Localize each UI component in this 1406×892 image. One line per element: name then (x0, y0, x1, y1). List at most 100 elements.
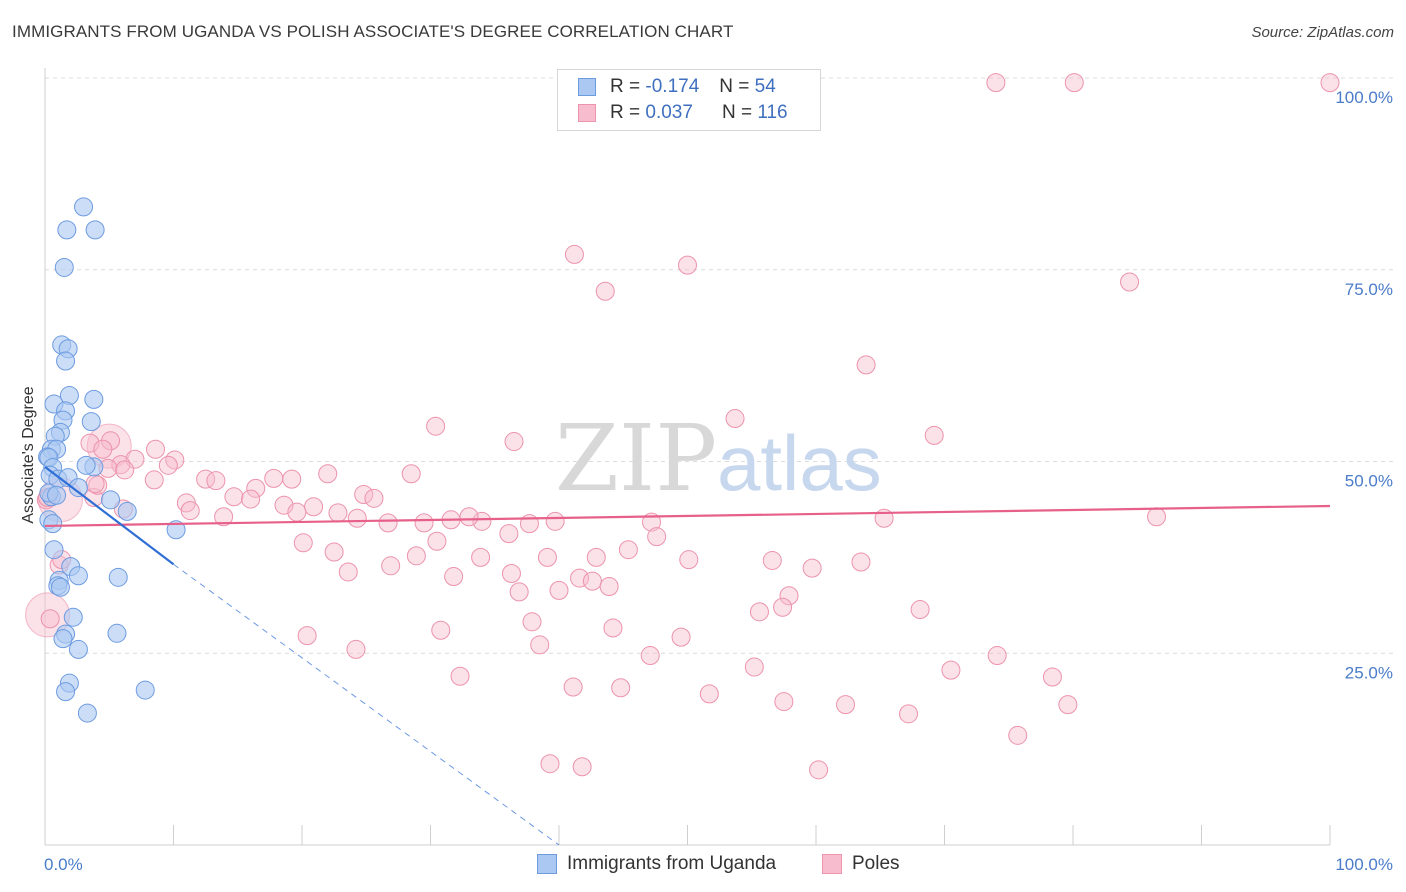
poles-points (25, 73, 1340, 780)
poles-point (678, 255, 697, 275)
poles-point (987, 646, 1007, 666)
legend-row-uganda: R = -0.174 N = 54 (578, 75, 776, 99)
poles-point (809, 760, 829, 780)
uganda-point (135, 680, 155, 700)
poles-point (647, 527, 667, 547)
poles-point (297, 626, 317, 646)
bottom-legend-swatch-uganda (537, 854, 557, 874)
poles-point (346, 639, 366, 659)
poles-point (328, 503, 348, 523)
y-tick-label: 50.0% (1345, 472, 1393, 491)
poles-point (986, 73, 1006, 93)
uganda-point (68, 639, 88, 659)
trend-lines (44, 465, 1331, 846)
poles-point (1320, 73, 1340, 93)
poles-point (241, 489, 261, 509)
poles-point (572, 757, 592, 777)
uganda-point (53, 629, 73, 649)
legend-n-value: 116 (757, 102, 788, 123)
poles-point (304, 497, 324, 517)
poles-point (158, 455, 178, 475)
poles-point (499, 524, 519, 544)
poles-point (941, 660, 961, 680)
y-tick-label: 100.0% (1335, 88, 1393, 107)
poles-point (899, 704, 919, 724)
uganda-point (107, 623, 127, 643)
poles-point (537, 547, 557, 567)
uganda-point (63, 607, 83, 627)
y-tick-label: 25.0% (1345, 663, 1393, 682)
uganda-point (56, 351, 76, 371)
poles-point (111, 455, 131, 475)
uganda-point (117, 501, 137, 521)
poles-point (264, 468, 284, 488)
poles-point (115, 460, 135, 480)
poles-point (354, 484, 374, 504)
poles-point (586, 547, 606, 567)
poles-point (406, 546, 426, 566)
poles-point (338, 562, 358, 582)
poles-point (324, 542, 344, 562)
poles-point (611, 678, 631, 698)
poles-point (246, 478, 266, 498)
uganda-point (43, 514, 63, 534)
poles-point (378, 513, 398, 533)
poles-point (504, 432, 524, 452)
uganda-trend-extension (173, 563, 560, 846)
poles-point (640, 646, 660, 666)
poles-point (762, 550, 782, 570)
poles-point (206, 471, 226, 491)
poles-point (224, 487, 244, 507)
bottom-legend-poles: Poles (822, 852, 900, 876)
poles-point (1042, 667, 1062, 687)
poles-point (40, 609, 60, 629)
uganda-point (77, 703, 97, 723)
legend-swatch-uganda (578, 78, 596, 96)
poles-point (427, 531, 447, 551)
poles-point (851, 552, 871, 572)
poles-point (214, 507, 234, 527)
poles-point (1058, 695, 1078, 715)
watermark-atlas: atlas (717, 419, 882, 507)
uganda-trend-line (44, 465, 175, 566)
uganda-point (44, 540, 64, 560)
poles-point (196, 469, 216, 489)
legend-r-label: R = (610, 76, 641, 97)
uganda-point (85, 220, 105, 240)
legend: R = -0.174 N = 54 R = 0.037 N = 116 (557, 69, 821, 131)
poles-point (603, 618, 623, 638)
legend-n-label: N = (721, 102, 753, 123)
poles-point (530, 635, 550, 655)
poles-point (509, 582, 529, 602)
poles-point (564, 244, 584, 264)
uganda-point (84, 389, 104, 409)
poles-point (364, 488, 384, 508)
watermark-zip: ZIP (555, 405, 717, 512)
uganda-point (57, 220, 77, 240)
poles-point (459, 507, 479, 527)
bottom-legend-label-uganda: Immigrants from Uganda (567, 853, 777, 874)
poles-point (856, 355, 876, 375)
y-axis-label: Associate's Degree (20, 386, 37, 523)
uganda-point (76, 455, 96, 475)
x-tick-label: 100.0% (1335, 855, 1393, 874)
poles-point (426, 416, 446, 436)
poles-point (318, 464, 338, 484)
poles-point (582, 571, 602, 591)
uganda-point (47, 485, 67, 505)
poles-point (802, 558, 822, 578)
poles-point (501, 563, 521, 583)
poles-point (450, 666, 470, 686)
poles-point (1008, 725, 1028, 745)
uganda-point (50, 577, 70, 597)
uganda-point (56, 682, 76, 702)
y-tick-label: 75.0% (1345, 280, 1393, 299)
poles-point (471, 547, 491, 567)
legend-r-value: 0.037 (645, 102, 693, 123)
poles-point (774, 692, 794, 712)
bottom-legend-uganda: Immigrants from Uganda (537, 852, 776, 876)
legend-n-label: N = (719, 76, 750, 97)
legend-row-poles: R = 0.037 N = 116 (578, 101, 788, 125)
legend-swatch-poles (578, 104, 596, 122)
